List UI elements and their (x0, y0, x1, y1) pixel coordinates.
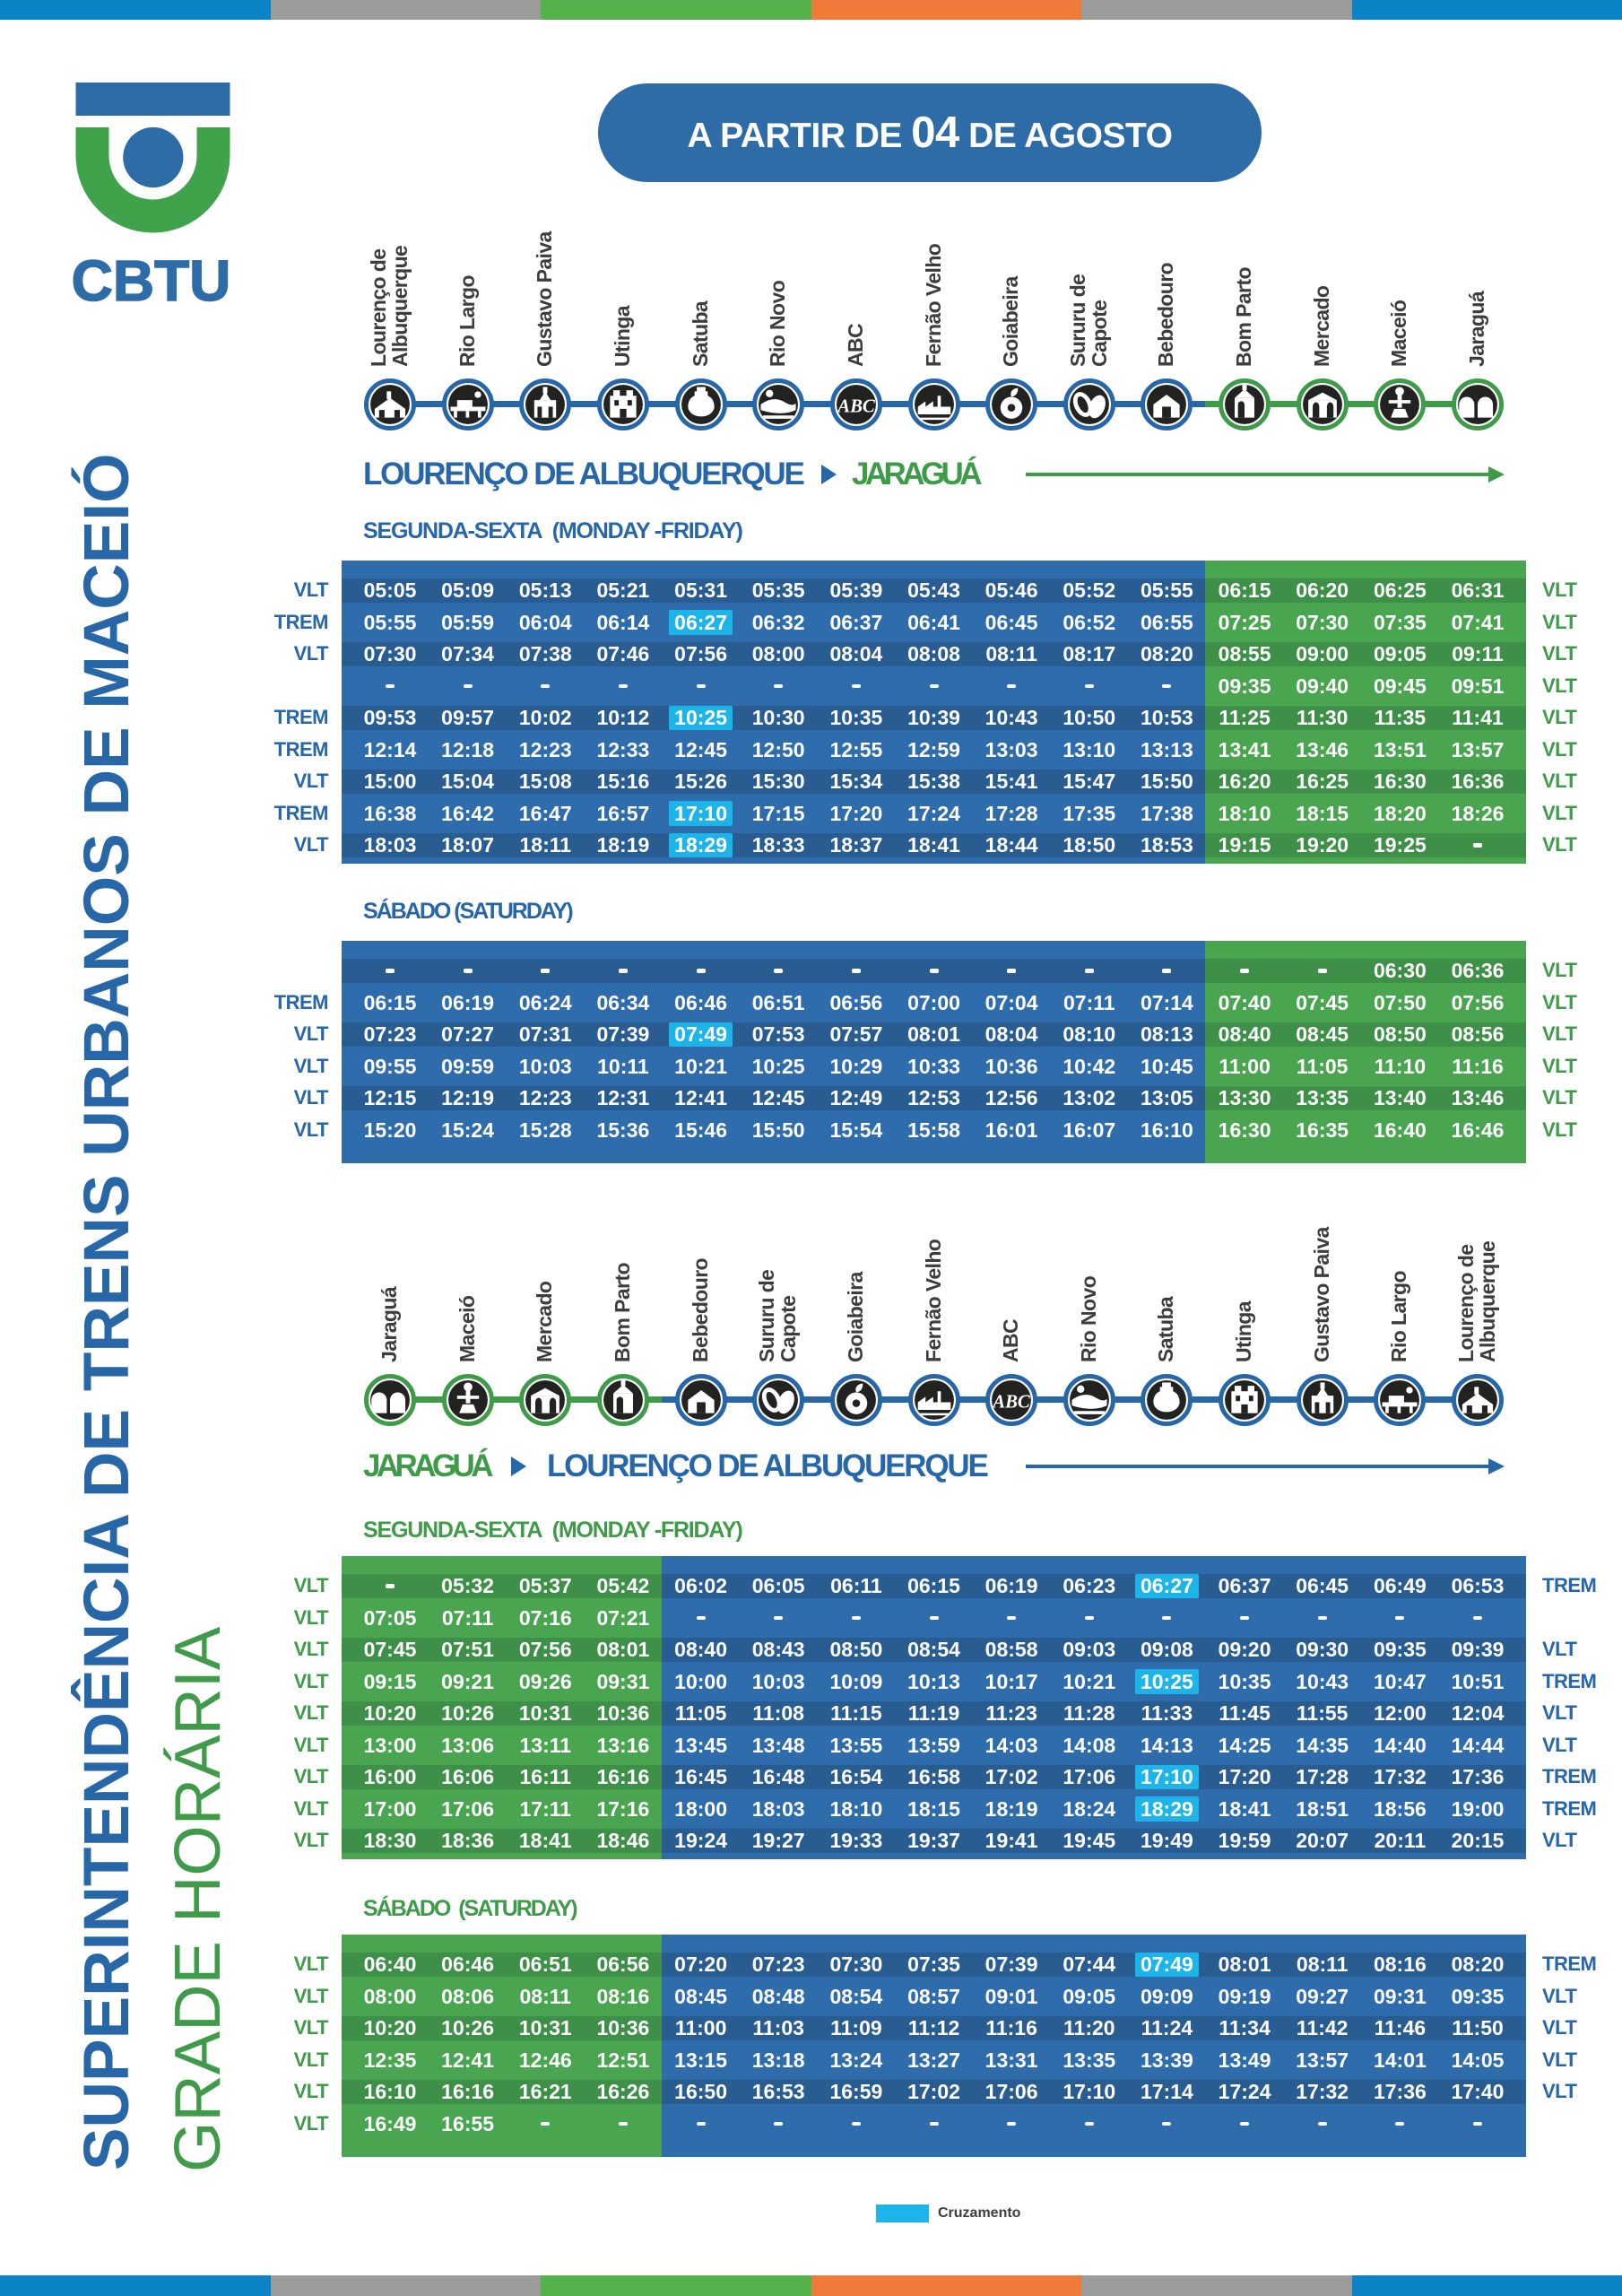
svg-text:ABC: ABC (837, 396, 876, 416)
svg-text:ABC: ABC (992, 1392, 1031, 1412)
